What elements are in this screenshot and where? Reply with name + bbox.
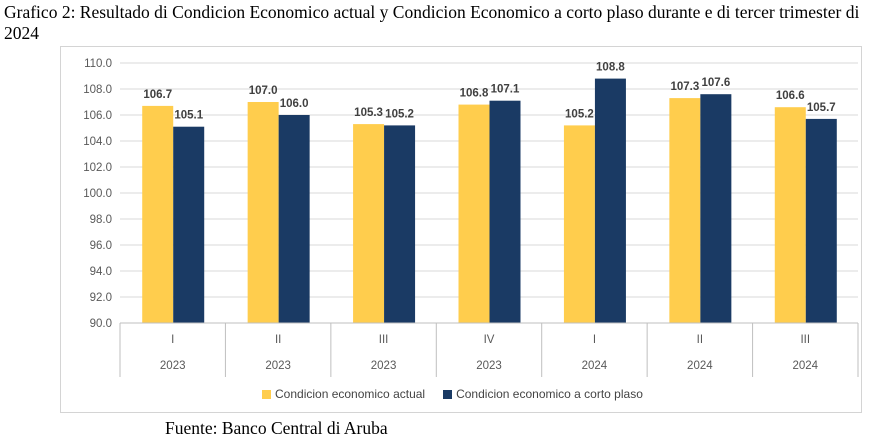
x-tick-year: 2023	[476, 360, 502, 372]
data-label-actual: 106.7	[143, 89, 172, 101]
x-tick-quarter: I	[171, 334, 174, 346]
data-label-actual: 105.2	[565, 108, 594, 120]
legend-item-actual: Condicion economico actual	[262, 387, 425, 401]
x-tick-quarter: III	[800, 334, 810, 346]
bar-corto	[594, 78, 626, 323]
bar-actual	[458, 104, 490, 323]
x-tick-year: 2023	[371, 360, 397, 372]
x-tick-year: 2024	[582, 360, 608, 372]
bar-actual	[247, 102, 279, 323]
x-tick-year: 2023	[160, 360, 186, 372]
bar-actual	[563, 125, 595, 324]
data-label-corto: 105.2	[385, 108, 414, 120]
y-tick-label: 104.0	[83, 136, 112, 148]
legend-label-actual: Condicion economico actual	[275, 387, 426, 401]
data-label-actual: 106.6	[776, 90, 805, 102]
data-label-corto: 105.7	[807, 102, 836, 114]
bar-actual	[353, 124, 385, 323]
x-tick-quarter: III	[379, 334, 389, 346]
x-tick-year: 2024	[687, 360, 713, 372]
bar-corto	[489, 100, 521, 323]
data-label-corto: 105.1	[174, 110, 203, 122]
bar-corto	[278, 115, 310, 323]
y-tick-label: 96.0	[90, 240, 112, 252]
y-tick-label: 102.0	[83, 162, 112, 174]
bar-actual	[774, 107, 806, 323]
y-tick-label: 106.0	[83, 110, 112, 122]
x-tick-quarter: IV	[484, 334, 495, 346]
data-label-actual: 107.3	[670, 81, 699, 93]
y-tick-label: 108.0	[83, 84, 112, 96]
data-label-corto: 107.1	[491, 84, 520, 96]
bar-corto	[805, 118, 837, 324]
data-label-corto: 108.8	[596, 62, 625, 74]
x-tick-quarter: II	[697, 334, 703, 346]
y-tick-label: 90.0	[90, 318, 112, 330]
bar-actual	[142, 105, 174, 324]
x-tick-quarter: I	[593, 334, 596, 346]
data-label-actual: 106.8	[460, 88, 489, 100]
legend-swatch-corto	[443, 389, 453, 399]
legend-label-corto: Condicion economico a corto plaso	[456, 387, 643, 401]
y-tick-label: 100.0	[83, 188, 112, 200]
legend-swatch-actual	[262, 389, 271, 399]
legend-item-corto: Condicion economico a corto plaso	[443, 387, 643, 401]
y-tick-label: 92.0	[90, 292, 112, 304]
x-tick-year: 2024	[792, 360, 818, 372]
chart-source: Fuente: Banco Central di Aruba	[165, 418, 388, 438]
y-tick-label: 94.0	[90, 266, 112, 278]
data-label-corto: 107.6	[701, 77, 730, 89]
y-tick-label: 110.0	[84, 58, 112, 70]
y-tick-label: 98.0	[90, 214, 112, 226]
x-tick-quarter: II	[275, 334, 281, 346]
data-label-actual: 107.0	[249, 85, 278, 97]
bar-corto	[173, 126, 205, 323]
bar-actual	[669, 98, 701, 323]
x-tick-year: 2023	[265, 360, 291, 372]
bar-corto	[700, 94, 732, 323]
data-label-actual: 105.3	[354, 107, 383, 119]
bar-corto	[384, 125, 416, 324]
data-label-corto: 106.0	[280, 98, 309, 110]
chart-legend: Condicion economico actual Condicion eco…	[262, 386, 661, 402]
chart-title: Grafico 2: Resultado di Condicion Econom…	[4, 2, 860, 43]
